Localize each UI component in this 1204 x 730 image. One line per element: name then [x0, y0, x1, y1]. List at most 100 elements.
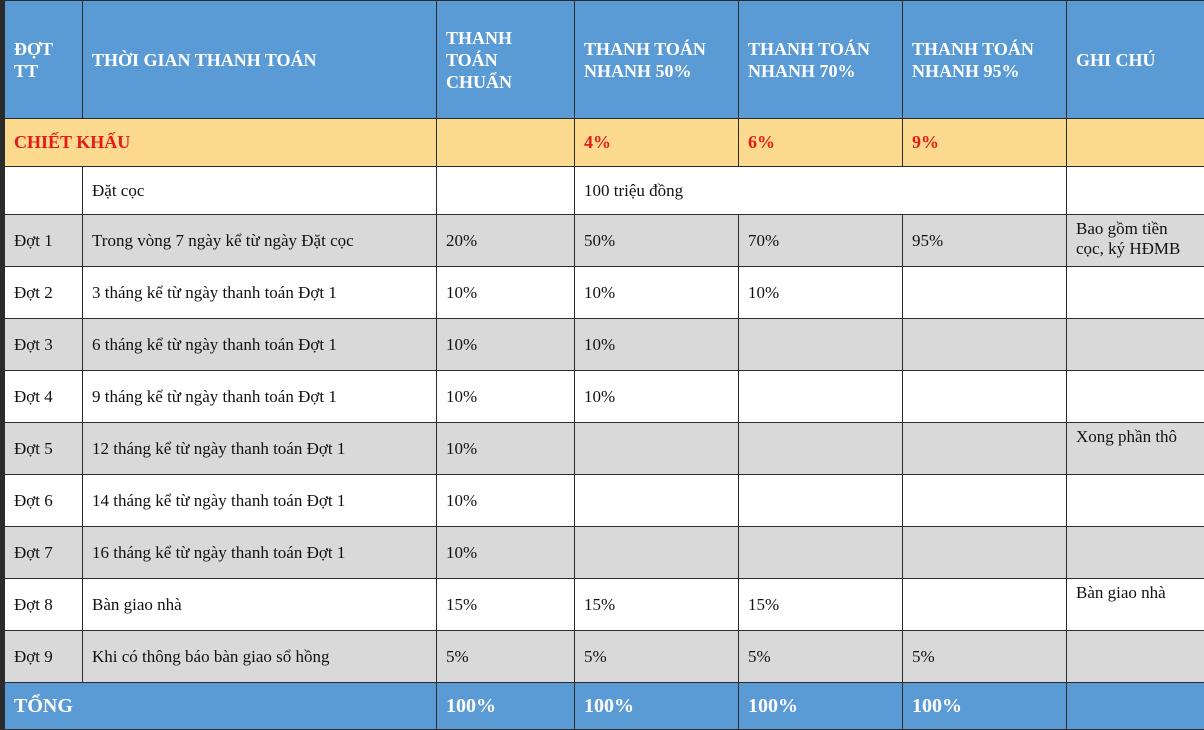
discount-note: [1067, 119, 1204, 167]
phase-cell: Đợt 2: [3, 267, 83, 319]
fast-70-cell: 10%: [739, 267, 903, 319]
header-fast-70: THANH TOÁN NHANH 70%: [739, 1, 903, 119]
fast-70-cell: [739, 423, 903, 475]
phase-cell: Đợt 5: [3, 423, 83, 475]
fast-95-cell: [903, 423, 1067, 475]
standard-cell: 10%: [437, 371, 575, 423]
fast-70-cell: 5%: [739, 631, 903, 683]
payment-time-cell: Bàn giao nhà: [83, 579, 437, 631]
fast-50-cell: [575, 423, 739, 475]
fast-95-cell: 5%: [903, 631, 1067, 683]
discount-fast-95: 9%: [903, 119, 1067, 167]
deposit-row: Đặt cọc 100 triệu đồng: [3, 167, 1204, 215]
payment-time-cell: 3 tháng kể từ ngày thanh toán Đợt 1: [83, 267, 437, 319]
payment-time-cell: 12 tháng kể từ ngày thanh toán Đợt 1: [83, 423, 437, 475]
fast-95-cell: [903, 579, 1067, 631]
standard-cell: 10%: [437, 475, 575, 527]
phase-cell: Đợt 1: [3, 215, 83, 267]
total-row: TỔNG 100% 100% 100% 100%: [3, 683, 1204, 730]
fast-95-cell: 95%: [903, 215, 1067, 267]
header-note: GHI CHÚ: [1067, 1, 1204, 119]
total-standard: 100%: [437, 683, 575, 730]
note-cell: Xong phần thô: [1067, 423, 1204, 475]
standard-cell: 5%: [437, 631, 575, 683]
fast-70-cell: [739, 475, 903, 527]
header-row: ĐỢT TT THỜI GIAN THANH TOÁN THANH TOÁN C…: [3, 1, 1204, 119]
standard-cell: 15%: [437, 579, 575, 631]
fast-95-cell: [903, 527, 1067, 579]
note-cell: [1067, 527, 1204, 579]
fast-50-cell: 5%: [575, 631, 739, 683]
standard-cell: 10%: [437, 527, 575, 579]
header-fast-95: THANH TOÁN NHANH 95%: [903, 1, 1067, 119]
standard-cell: 10%: [437, 267, 575, 319]
phase-cell: Đợt 8: [3, 579, 83, 631]
discount-standard: [437, 119, 575, 167]
phase-cell: Đợt 4: [3, 371, 83, 423]
fast-70-cell: [739, 319, 903, 371]
note-cell: Bao gồm tiền cọc, ký HĐMB: [1067, 215, 1204, 267]
standard-cell: 20%: [437, 215, 575, 267]
fast-50-cell: 50%: [575, 215, 739, 267]
fast-50-cell: 10%: [575, 319, 739, 371]
note-cell: [1067, 631, 1204, 683]
deposit-label: Đặt cọc: [83, 167, 437, 215]
header-standard-payment: THANH TOÁN CHUẨN: [437, 1, 575, 119]
total-fast-50: 100%: [575, 683, 739, 730]
fast-50-cell: [575, 527, 739, 579]
discount-fast-70: 6%: [739, 119, 903, 167]
phase-cell: Đợt 6: [3, 475, 83, 527]
payment-time-cell: 14 tháng kể từ ngày thanh toán Đợt 1: [83, 475, 437, 527]
discount-row: CHIẾT KHẤU 4% 6% 9%: [3, 119, 1204, 167]
phase-cell: Đợt 9: [3, 631, 83, 683]
fast-50-cell: 10%: [575, 371, 739, 423]
note-cell: [1067, 475, 1204, 527]
fast-70-cell: 15%: [739, 579, 903, 631]
fast-70-cell: [739, 527, 903, 579]
fast-70-cell: 70%: [739, 215, 903, 267]
deposit-note: [1067, 167, 1204, 215]
standard-cell: 10%: [437, 319, 575, 371]
phase-cell: Đợt 3: [3, 319, 83, 371]
standard-cell: 10%: [437, 423, 575, 475]
note-cell: Bàn giao nhà: [1067, 579, 1204, 631]
payment-time-cell: Khi có thông báo bàn giao sổ hồng: [83, 631, 437, 683]
header-fast-50: THANH TOÁN NHANH 50%: [575, 1, 739, 119]
fast-95-cell: [903, 319, 1067, 371]
payment-time-cell: 6 tháng kể từ ngày thanh toán Đợt 1: [83, 319, 437, 371]
deposit-phase: [3, 167, 83, 215]
payment-time-cell: Trong vòng 7 ngày kể từ ngày Đặt cọc: [83, 215, 437, 267]
discount-label: CHIẾT KHẤU: [3, 119, 437, 167]
note-cell: [1067, 319, 1204, 371]
fast-70-cell: [739, 371, 903, 423]
note-cell: [1067, 267, 1204, 319]
fast-50-cell: 15%: [575, 579, 739, 631]
fast-50-cell: 10%: [575, 267, 739, 319]
total-fast-70: 100%: [739, 683, 903, 730]
note-cell: [1067, 371, 1204, 423]
payment-time-cell: 16 tháng kể từ ngày thanh toán Đợt 1: [83, 527, 437, 579]
fast-50-cell: [575, 475, 739, 527]
deposit-standard: [437, 167, 575, 215]
header-phase: ĐỢT TT: [3, 1, 83, 119]
total-label: TỔNG: [3, 683, 437, 730]
total-note: [1067, 683, 1204, 730]
header-payment-time: THỜI GIAN THANH TOÁN: [83, 1, 437, 119]
payment-time-cell: 9 tháng kể từ ngày thanh toán Đợt 1: [83, 371, 437, 423]
fast-95-cell: [903, 371, 1067, 423]
fast-95-cell: [903, 475, 1067, 527]
discount-fast-50: 4%: [575, 119, 739, 167]
deposit-amount: 100 triệu đồng: [575, 167, 1067, 215]
fast-95-cell: [903, 267, 1067, 319]
